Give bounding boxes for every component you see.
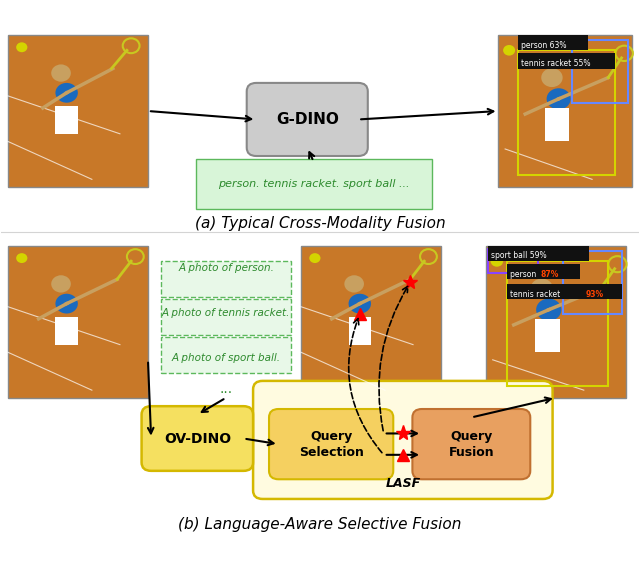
FancyBboxPatch shape	[486, 246, 626, 398]
FancyBboxPatch shape	[518, 35, 588, 50]
Circle shape	[16, 253, 28, 263]
Text: A photo of sport ball.: A photo of sport ball.	[172, 353, 280, 363]
FancyBboxPatch shape	[56, 318, 78, 345]
FancyBboxPatch shape	[412, 409, 531, 479]
FancyBboxPatch shape	[161, 337, 291, 373]
Text: sport ball 59%: sport ball 59%	[492, 250, 547, 259]
Circle shape	[56, 83, 78, 103]
Circle shape	[309, 253, 321, 263]
FancyBboxPatch shape	[535, 319, 560, 352]
Text: A photo of person.: A photo of person.	[178, 263, 274, 273]
Text: tennis racket: tennis racket	[509, 290, 562, 299]
Circle shape	[51, 64, 71, 82]
Circle shape	[491, 255, 503, 267]
FancyBboxPatch shape	[8, 35, 148, 187]
Circle shape	[51, 275, 71, 293]
Circle shape	[349, 294, 371, 314]
FancyBboxPatch shape	[488, 246, 589, 261]
Circle shape	[56, 294, 78, 314]
Circle shape	[344, 275, 364, 293]
Text: 87%: 87%	[540, 270, 559, 279]
FancyBboxPatch shape	[246, 83, 368, 156]
Text: person: person	[509, 270, 538, 279]
FancyBboxPatch shape	[518, 53, 615, 68]
Text: LASF: LASF	[385, 477, 420, 490]
Circle shape	[536, 298, 561, 321]
Circle shape	[16, 42, 28, 52]
Text: (b) Language-Aware Selective Fusion: (b) Language-Aware Selective Fusion	[179, 517, 461, 532]
FancyBboxPatch shape	[349, 318, 371, 345]
FancyBboxPatch shape	[507, 264, 580, 279]
Text: tennis racket 55%: tennis racket 55%	[521, 59, 591, 68]
FancyBboxPatch shape	[507, 284, 621, 299]
Circle shape	[541, 68, 563, 87]
FancyBboxPatch shape	[196, 159, 431, 210]
Text: ...: ...	[220, 383, 232, 396]
Text: (a) Typical Cross-Modality Fusion: (a) Typical Cross-Modality Fusion	[195, 216, 445, 231]
FancyBboxPatch shape	[301, 246, 441, 398]
Text: person. tennis racket. sport ball ...: person. tennis racket. sport ball ...	[218, 179, 410, 189]
Text: 93%: 93%	[585, 290, 604, 299]
FancyBboxPatch shape	[161, 299, 291, 335]
FancyBboxPatch shape	[161, 262, 291, 297]
Text: OV-DINO: OV-DINO	[164, 432, 231, 446]
FancyBboxPatch shape	[141, 406, 253, 471]
FancyBboxPatch shape	[8, 246, 148, 398]
Text: person 63%: person 63%	[521, 41, 566, 50]
Text: A photo of tennis racket.: A photo of tennis racket.	[162, 308, 290, 319]
Circle shape	[503, 45, 515, 55]
Text: G-DINO: G-DINO	[276, 112, 339, 127]
Circle shape	[531, 279, 553, 298]
FancyBboxPatch shape	[269, 409, 394, 479]
FancyBboxPatch shape	[499, 35, 632, 187]
Text: Query
Fusion: Query Fusion	[449, 429, 494, 459]
Text: Query
Selection: Query Selection	[299, 429, 364, 459]
FancyBboxPatch shape	[56, 106, 78, 134]
FancyBboxPatch shape	[545, 108, 570, 141]
Circle shape	[547, 88, 571, 110]
FancyBboxPatch shape	[253, 381, 552, 499]
